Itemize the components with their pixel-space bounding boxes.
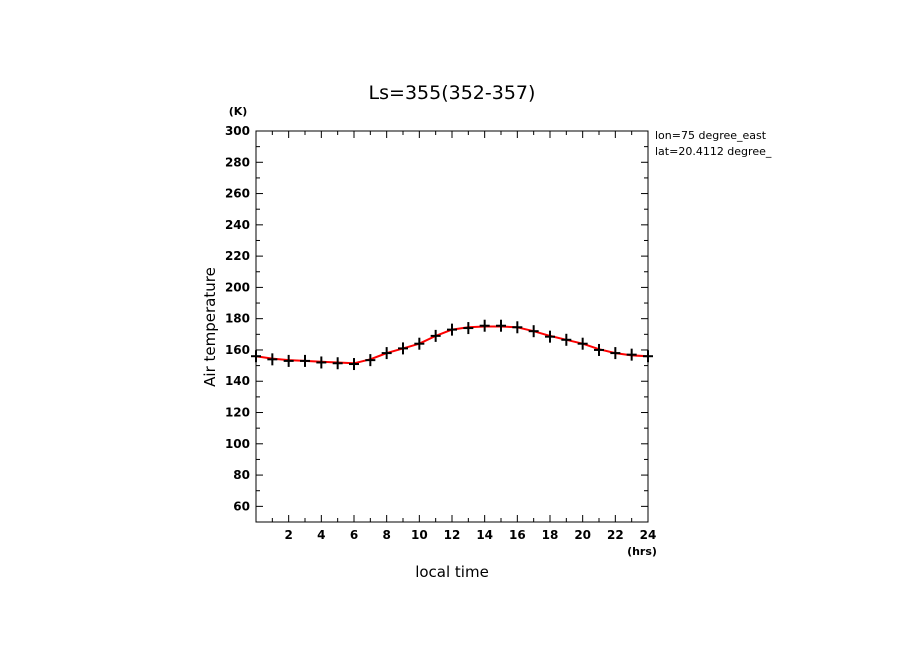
x-tick-label: 4 [317,528,325,542]
y-tick-label: 60 [233,499,250,513]
data-point [251,350,261,363]
data-point [267,353,278,366]
annotation-lat: lat=20.4112 degree_ [655,145,772,158]
y-unit-label: (K) [229,105,248,118]
data-point [463,322,474,335]
x-tick-label: 2 [284,528,292,542]
data-point [283,354,294,367]
chart-title: Ls=355(352-357) [369,82,536,104]
data-point [577,337,588,350]
series-layer [251,319,653,371]
data-point [528,325,539,338]
data-point [316,356,327,369]
data-point [626,348,637,361]
ticks: 2 4 6 8 10 12 14 16 18 20 22 2460801001201401601802… [225,124,656,542]
x-axis-title: local time [415,563,489,581]
y-tick-label: 100 [225,437,250,451]
data-point [349,358,359,371]
y-tick-label: 120 [225,406,250,420]
y-tick-label: 260 [225,187,250,201]
y-tick-label: 180 [225,312,250,326]
x-tick-label: 22 [607,528,624,542]
data-point [430,329,441,342]
data-point [643,350,653,363]
data-point [610,347,621,360]
x-tick-label: 6 [350,528,358,542]
data-point [381,347,392,360]
y-tick-label: 240 [225,218,250,232]
y-tick-label: 220 [225,249,250,263]
data-point [496,319,506,332]
data-point [561,333,572,346]
data-point [479,319,490,332]
annotation-lon: lon=75 degree_east [655,129,767,142]
data-point [365,354,376,367]
data-point [414,337,425,350]
x-tick-label: 24 [640,528,657,542]
data-point [545,330,555,343]
x-tick-label: 10 [411,528,428,542]
y-tick-label: 280 [225,155,250,169]
y-tick-label: 200 [225,280,250,294]
data-point [300,354,310,367]
data-point [594,343,604,356]
data-point [512,321,523,334]
y-tick-label: 160 [225,343,250,357]
data-point [398,342,408,355]
data-point [332,357,343,370]
x-tick-label: 8 [382,528,390,542]
y-tick-label: 300 [225,124,250,138]
y-tick-label: 140 [225,374,250,388]
y-axis-title: Air temperature [201,267,219,387]
x-tick-label: 14 [476,528,493,542]
x-tick-label: 20 [574,528,591,542]
y-tick-label: 80 [233,468,250,482]
x-unit-label: (hrs) [627,545,657,558]
x-tick-label: 12 [444,528,461,542]
x-tick-label: 16 [509,528,526,542]
data-point [447,323,457,336]
x-tick-label: 18 [542,528,559,542]
